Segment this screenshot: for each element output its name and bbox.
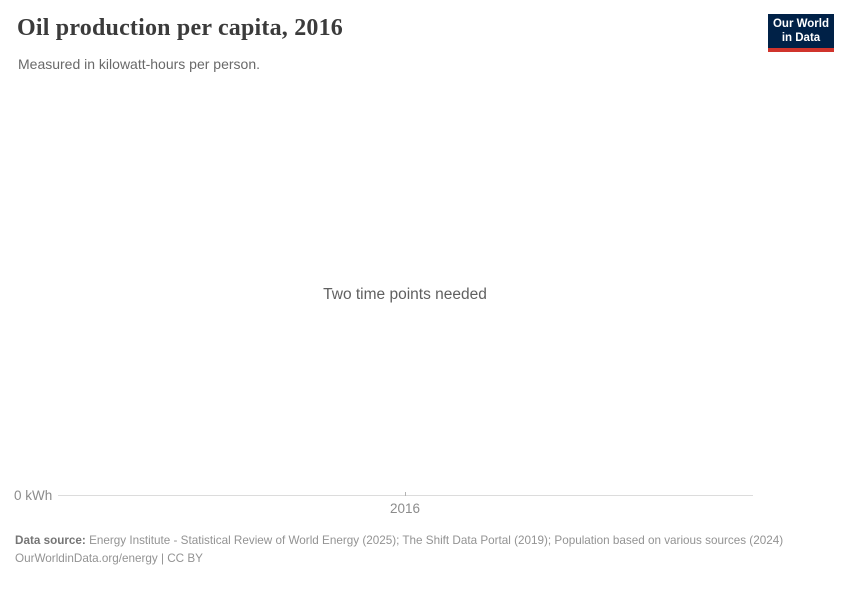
data-source-line: Data source: Energy Institute - Statisti… (15, 532, 827, 550)
y-axis-zero-label: 0 kWh (14, 488, 53, 503)
owid-logo-line1: Our World (772, 18, 829, 30)
chart-footer: Data source: Energy Institute - Statisti… (15, 532, 827, 568)
data-source-text: Energy Institute - Statistical Review of… (89, 534, 784, 547)
owid-logo[interactable]: Our World in Data (768, 14, 834, 52)
owid-logo-line2: in Data (781, 31, 821, 44)
data-source-label: Data source: (15, 534, 86, 547)
page-subtitle: Measured in kilowatt-hours per person. (18, 56, 261, 72)
license-line[interactable]: OurWorldinData.org/energy | CC BY (15, 552, 203, 565)
x-axis-tick (405, 492, 406, 496)
x-axis-tick-label: 2016 (389, 501, 421, 516)
page-title: Oil production per capita, 2016 (17, 15, 344, 41)
empty-state-message: Two time points needed (323, 286, 487, 303)
